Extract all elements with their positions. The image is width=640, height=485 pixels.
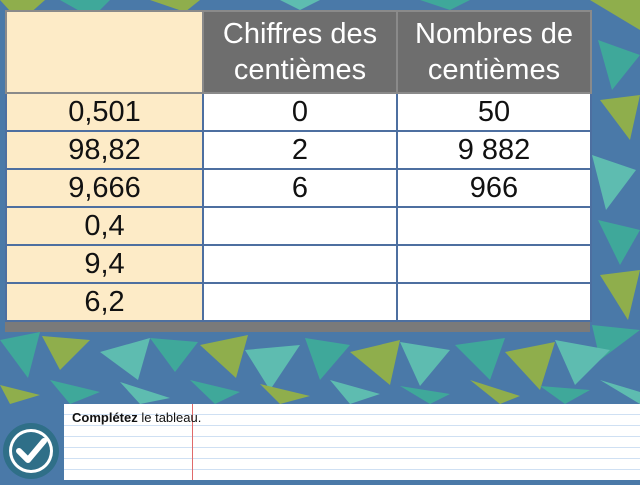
instruction-bold: Complétez	[72, 410, 138, 425]
instruction-rest: le tableau.	[137, 410, 202, 425]
count-cell[interactable]: 966	[396, 168, 592, 208]
table-row: 9,4	[5, 244, 592, 284]
notebook-paper: Complétez le tableau.	[64, 404, 640, 480]
digit-cell[interactable]	[202, 206, 398, 246]
margin-line	[192, 404, 193, 480]
checkmark-circle-icon	[3, 423, 59, 479]
digit-cell[interactable]: 0	[202, 92, 398, 132]
table-row: 0,4	[5, 206, 592, 246]
count-cell[interactable]: 50	[396, 92, 592, 132]
count-cell[interactable]	[396, 206, 592, 246]
header-hundredths-count: Nombres de centièmes	[396, 10, 592, 94]
digit-cell[interactable]: 2	[202, 130, 398, 170]
digit-cell[interactable]: 6	[202, 168, 398, 208]
table-row: 98,82 2 9 882	[5, 130, 592, 170]
instruction-bar: Complétez le tableau.	[0, 404, 640, 480]
instruction-text: Complétez le tableau.	[72, 410, 201, 425]
table-row: 0,501 0 50	[5, 92, 592, 132]
number-cell: 9,666	[5, 168, 204, 208]
number-cell: 0,501	[5, 92, 204, 132]
count-cell[interactable]	[396, 244, 592, 284]
count-cell[interactable]: 9 882	[396, 130, 592, 170]
table-header-row: Chiffres des centièmes Nombres de centiè…	[5, 10, 592, 94]
check-answer-button[interactable]	[0, 418, 62, 480]
number-cell: 9,4	[5, 244, 204, 284]
table-row: 9,666 6 966	[5, 168, 592, 208]
hundredths-table: Chiffres des centièmes Nombres de centiè…	[5, 10, 592, 322]
table-row: 6,2	[5, 282, 592, 322]
digit-cell[interactable]	[202, 244, 398, 284]
count-cell[interactable]	[396, 282, 592, 322]
header-empty-cell	[5, 10, 204, 94]
table-container: Chiffres des centièmes Nombres de centiè…	[5, 10, 592, 332]
digit-cell[interactable]	[202, 282, 398, 322]
header-hundredths-digit: Chiffres des centièmes	[202, 10, 398, 94]
number-cell: 98,82	[5, 130, 204, 170]
number-cell: 0,4	[5, 206, 204, 246]
number-cell: 6,2	[5, 282, 204, 322]
